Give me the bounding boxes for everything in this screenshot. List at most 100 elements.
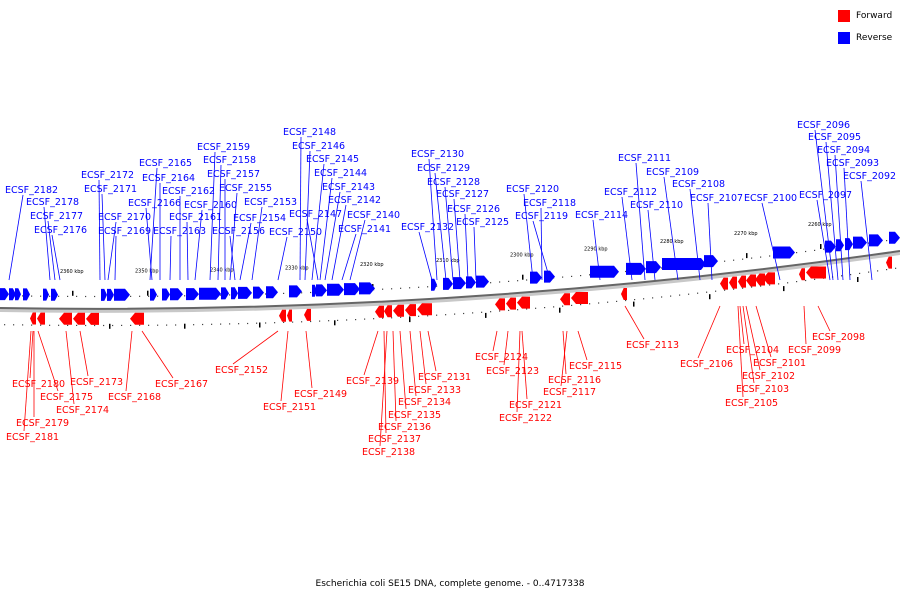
leader-line bbox=[299, 136, 302, 281]
tick-mark bbox=[184, 323, 186, 329]
leader-line bbox=[453, 198, 461, 281]
forward-gene-label: ECSF_2099 bbox=[788, 305, 841, 356]
forward-gene-arrow bbox=[405, 304, 416, 317]
leader-line bbox=[229, 235, 236, 281]
gene-label-text: ECSF_2139 bbox=[346, 376, 399, 387]
tick-mark bbox=[409, 317, 411, 323]
forward-gene-label: ECSF_2174 bbox=[56, 330, 109, 416]
reverse-gene-label: ECSF_2172 bbox=[81, 170, 134, 281]
forward-gene-arrow bbox=[517, 296, 530, 309]
genome-backbone-shadow bbox=[0, 251, 900, 313]
leader-line bbox=[419, 330, 427, 385]
gene-label-text: ECSF_2168 bbox=[108, 392, 161, 403]
forward-gene-label: ECSF_2135 bbox=[388, 330, 441, 421]
forward-gene-arrow bbox=[755, 273, 765, 286]
reverse-gene-arrow bbox=[162, 288, 170, 301]
forward-gene-label: ECSF_2101 bbox=[753, 305, 806, 369]
gene-label-text: ECSF_2175 bbox=[40, 392, 93, 403]
reverse-gene-arrow bbox=[626, 262, 646, 275]
leader-line bbox=[145, 207, 153, 281]
tick-label: 2330 kbp bbox=[285, 265, 309, 271]
forward-gene-arrow bbox=[37, 312, 45, 325]
gene-label-text: ECSF_2137 bbox=[368, 434, 421, 445]
reverse-gene-arrow bbox=[199, 287, 221, 300]
forward-gene-label: ECSF_2181 bbox=[6, 330, 59, 443]
gene-label-text: ECSF_2132 bbox=[401, 222, 454, 233]
reverse-gene-label: ECSF_2120 bbox=[506, 184, 559, 281]
leader-line bbox=[280, 330, 289, 402]
leader-line bbox=[363, 330, 379, 376]
forward-gene-label: ECSF_2121 bbox=[509, 330, 562, 411]
forward-gene-arrow bbox=[738, 275, 746, 288]
reverse-gene-arrow bbox=[51, 288, 58, 301]
leader-line bbox=[217, 164, 222, 281]
reverse-gene-label: ECSF_2143 bbox=[322, 182, 375, 281]
tick-label: 2310 kbp bbox=[436, 258, 460, 264]
gene-label-text: ECSF_2177 bbox=[30, 211, 83, 222]
leader-line bbox=[186, 221, 189, 281]
gene-label-text: ECSF_2108 bbox=[672, 179, 725, 190]
gene-label-text: ECSF_2151 bbox=[263, 402, 316, 413]
tick-mark bbox=[522, 274, 524, 280]
reverse-gene-arrow bbox=[530, 271, 542, 284]
leader-line bbox=[834, 154, 844, 281]
leader-line bbox=[803, 305, 807, 345]
leader-line bbox=[492, 330, 498, 352]
forward-gene-label: ECSF_2115 bbox=[569, 330, 622, 372]
reverse-gene-arrow bbox=[170, 288, 183, 301]
reverse-gene-label: ECSF_2166 bbox=[128, 198, 181, 281]
reverse-gene-label: ECSF_2169 bbox=[98, 226, 151, 281]
forward-gene-label: ECSF_2173 bbox=[70, 330, 123, 388]
forward-gene-arrow bbox=[746, 274, 756, 287]
gene-label-text: ECSF_2169 bbox=[98, 226, 151, 237]
forward-gene-label: ECSF_2116 bbox=[548, 330, 601, 386]
leader-line bbox=[349, 219, 366, 281]
reverse-gene-arrow bbox=[253, 286, 264, 299]
reverse-gene-label: ECSF_2170 bbox=[98, 212, 151, 281]
tick-mark bbox=[633, 301, 635, 307]
reverse-gene-arrow bbox=[836, 239, 844, 252]
tick-label: 2300 kbp bbox=[510, 253, 534, 259]
gene-label-text: ECSF_2163 bbox=[153, 226, 206, 237]
reverse-gene-label: ECSF_2129 bbox=[417, 163, 470, 281]
leader-line bbox=[577, 330, 588, 361]
forward-gene-arrow bbox=[375, 305, 384, 318]
gene-label-text: ECSF_2122 bbox=[499, 413, 552, 424]
reverse-gene-label: ECSF_2109 bbox=[646, 167, 699, 281]
gene-label-text: ECSF_2156 bbox=[212, 226, 265, 237]
reverse-gene-arrow bbox=[221, 287, 229, 300]
reverse-gene-arrow bbox=[186, 288, 199, 301]
leader-line bbox=[523, 193, 534, 281]
gene-label-text: ECSF_2105 bbox=[725, 398, 778, 409]
reverse-gene-arrow bbox=[359, 282, 375, 295]
reverse-gene-label: ECSF_2177 bbox=[30, 211, 83, 281]
gene-label-text: ECSF_2145 bbox=[306, 154, 359, 165]
forward-gene-arrow bbox=[763, 272, 775, 285]
gene-label-text: ECSF_2125 bbox=[456, 217, 509, 228]
forward-gene-arrow bbox=[59, 312, 72, 325]
gene-label-text: ECSF_2153 bbox=[244, 197, 297, 208]
tick-mark bbox=[709, 294, 711, 300]
tick-mark bbox=[857, 277, 859, 282]
gene-label-text: ECSF_2146 bbox=[292, 141, 345, 152]
reverse-gene-label: ECSF_2178 bbox=[26, 197, 79, 281]
forward-gene-label: ECSF_2131 bbox=[418, 330, 471, 383]
reverse-gene-arrow bbox=[466, 276, 476, 289]
reverse-gene-label: ECSF_2164 bbox=[142, 173, 195, 280]
reverse-gene-label: ECSF_2097 bbox=[799, 190, 852, 281]
genome-backbone bbox=[0, 250, 900, 310]
reverse-gene-arrow bbox=[327, 283, 344, 296]
reverse-gene-label: ECSF_2092 bbox=[843, 171, 896, 281]
reverse-gene-label: ECSF_2118 bbox=[523, 198, 576, 281]
forward-gene-arrow bbox=[799, 268, 805, 281]
gene-label-text: ECSF_2143 bbox=[322, 182, 375, 193]
forward-gene-arrow bbox=[720, 277, 728, 290]
gene-label-text: ECSF_2099 bbox=[788, 345, 841, 356]
gene-label-text: ECSF_2127 bbox=[436, 189, 489, 200]
reverse-gene-label: ECSF_2141 bbox=[338, 224, 391, 281]
reverse-gene-arrow bbox=[107, 288, 114, 301]
gene-label-text: ECSF_2176 bbox=[34, 225, 87, 236]
gene-label-text: ECSF_2162 bbox=[162, 186, 215, 197]
gene-label-text: ECSF_2148 bbox=[283, 127, 336, 138]
leader-line bbox=[742, 305, 755, 384]
